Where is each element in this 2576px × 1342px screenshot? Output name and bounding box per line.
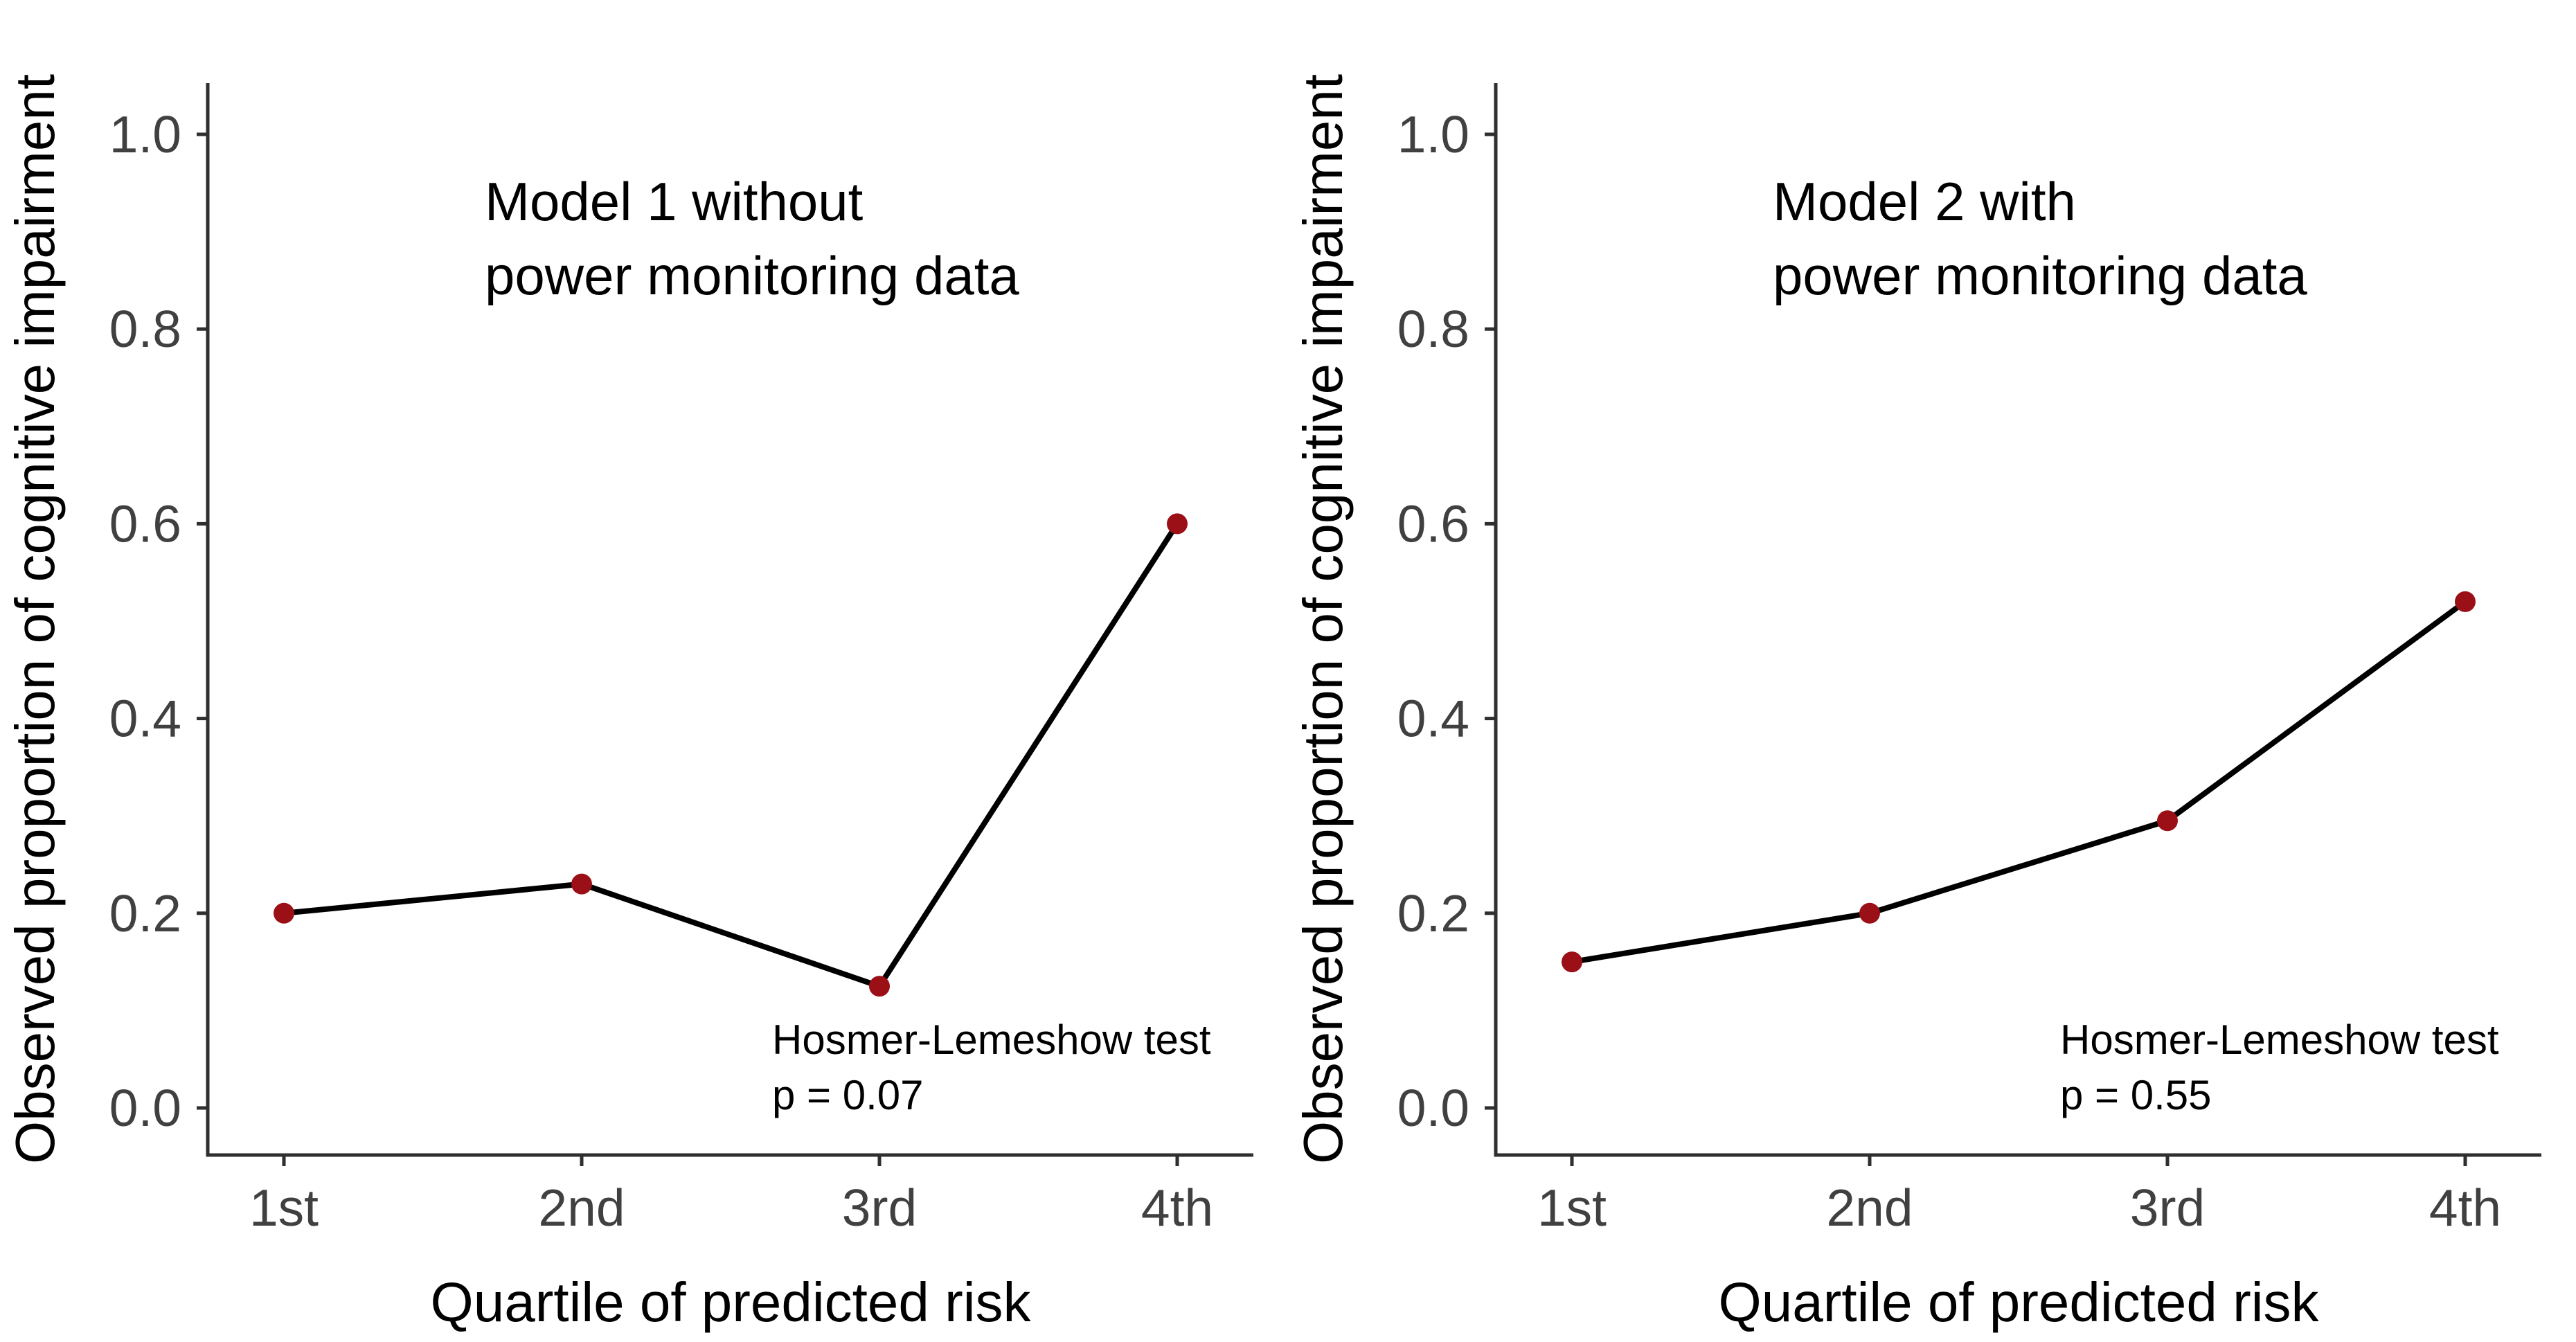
panel-model-1-plot: 0.0 0.2 0.4 0.6 0.8 1.0 1st 2nd 3rd 4th Quartile o… (4, 74, 1253, 1333)
x-tick-label: 3rd (842, 1179, 917, 1237)
x-tick-label: 2nd (538, 1179, 625, 1237)
panel-title-line1: Model 2 with (1773, 171, 2076, 232)
data-point-2nd (1859, 902, 1880, 924)
y-tick-label: 0.6 (1397, 494, 1469, 553)
x-axis-title: Quartile of predicted risk (430, 1271, 1031, 1333)
x-tick-label: 4th (1141, 1179, 1213, 1237)
data-point-3rd (2157, 810, 2178, 832)
y-tick-label: 0.0 (1397, 1079, 1469, 1137)
annotation-test-name: Hosmer-Lemeshow test (772, 1017, 1211, 1063)
data-point-3rd (869, 976, 890, 997)
x-tick-label: 2nd (1826, 1179, 1913, 1237)
x-tick-label: 4th (2429, 1179, 2501, 1237)
data-point-2nd (571, 873, 592, 895)
y-tick-label: 0.4 (109, 690, 181, 748)
data-point-1st (274, 902, 294, 924)
y-axis-title: Observed proportion of cognitive impairm… (1292, 74, 1354, 1164)
panel-title-line1: Model 1 without (485, 171, 864, 232)
y-axis-title: Observed proportion of cognitive impairm… (4, 74, 66, 1164)
y-tick-label: 1.0 (1397, 105, 1469, 163)
y-tick-label: 0.8 (109, 300, 181, 358)
panel-model-1: 0.0 0.2 0.4 0.6 0.8 1.0 1st 2nd 3rd 4th Quartile o… (4, 74, 1253, 1333)
x-tick-label: 1st (249, 1179, 319, 1237)
data-point-1st (1562, 951, 1582, 973)
y-tick-label: 0.2 (109, 884, 181, 942)
data-point-4th (1167, 513, 1188, 535)
y-tick-label: 0.8 (1397, 300, 1469, 358)
annotation-p-value: p = 0.55 (2060, 1072, 2212, 1118)
annotation-test-name: Hosmer-Lemeshow test (2060, 1017, 2499, 1063)
panel-title-line2: power monitoring data (1773, 245, 2307, 306)
panel-model-2: 0.0 0.2 0.4 0.6 0.8 1.0 1st 2nd 3rd 4th Quartile o… (1288, 0, 2576, 1342)
annotation-p-value: p = 0.07 (772, 1072, 924, 1118)
series-line (281, 521, 1180, 990)
y-tick-label: 0.2 (1397, 884, 1469, 942)
x-tick-label: 3rd (2130, 1179, 2205, 1237)
x-tick-label: 1st (1537, 1179, 1607, 1237)
y-tick-label: 0.4 (1397, 690, 1469, 748)
panel-model-2-plot: 0.0 0.2 0.4 0.6 0.8 1.0 1st 2nd 3rd 4th Quartile o… (1292, 74, 2541, 1333)
data-point-4th (2455, 591, 2476, 612)
y-tick-label: 0.0 (109, 1079, 181, 1137)
panel-title-line2: power monitoring data (485, 245, 1019, 306)
series-line (1569, 598, 2468, 965)
y-tick-label: 0.6 (109, 494, 181, 553)
y-tick-label: 1.0 (109, 105, 181, 163)
x-axis-title: Quartile of predicted risk (1718, 1271, 2319, 1333)
